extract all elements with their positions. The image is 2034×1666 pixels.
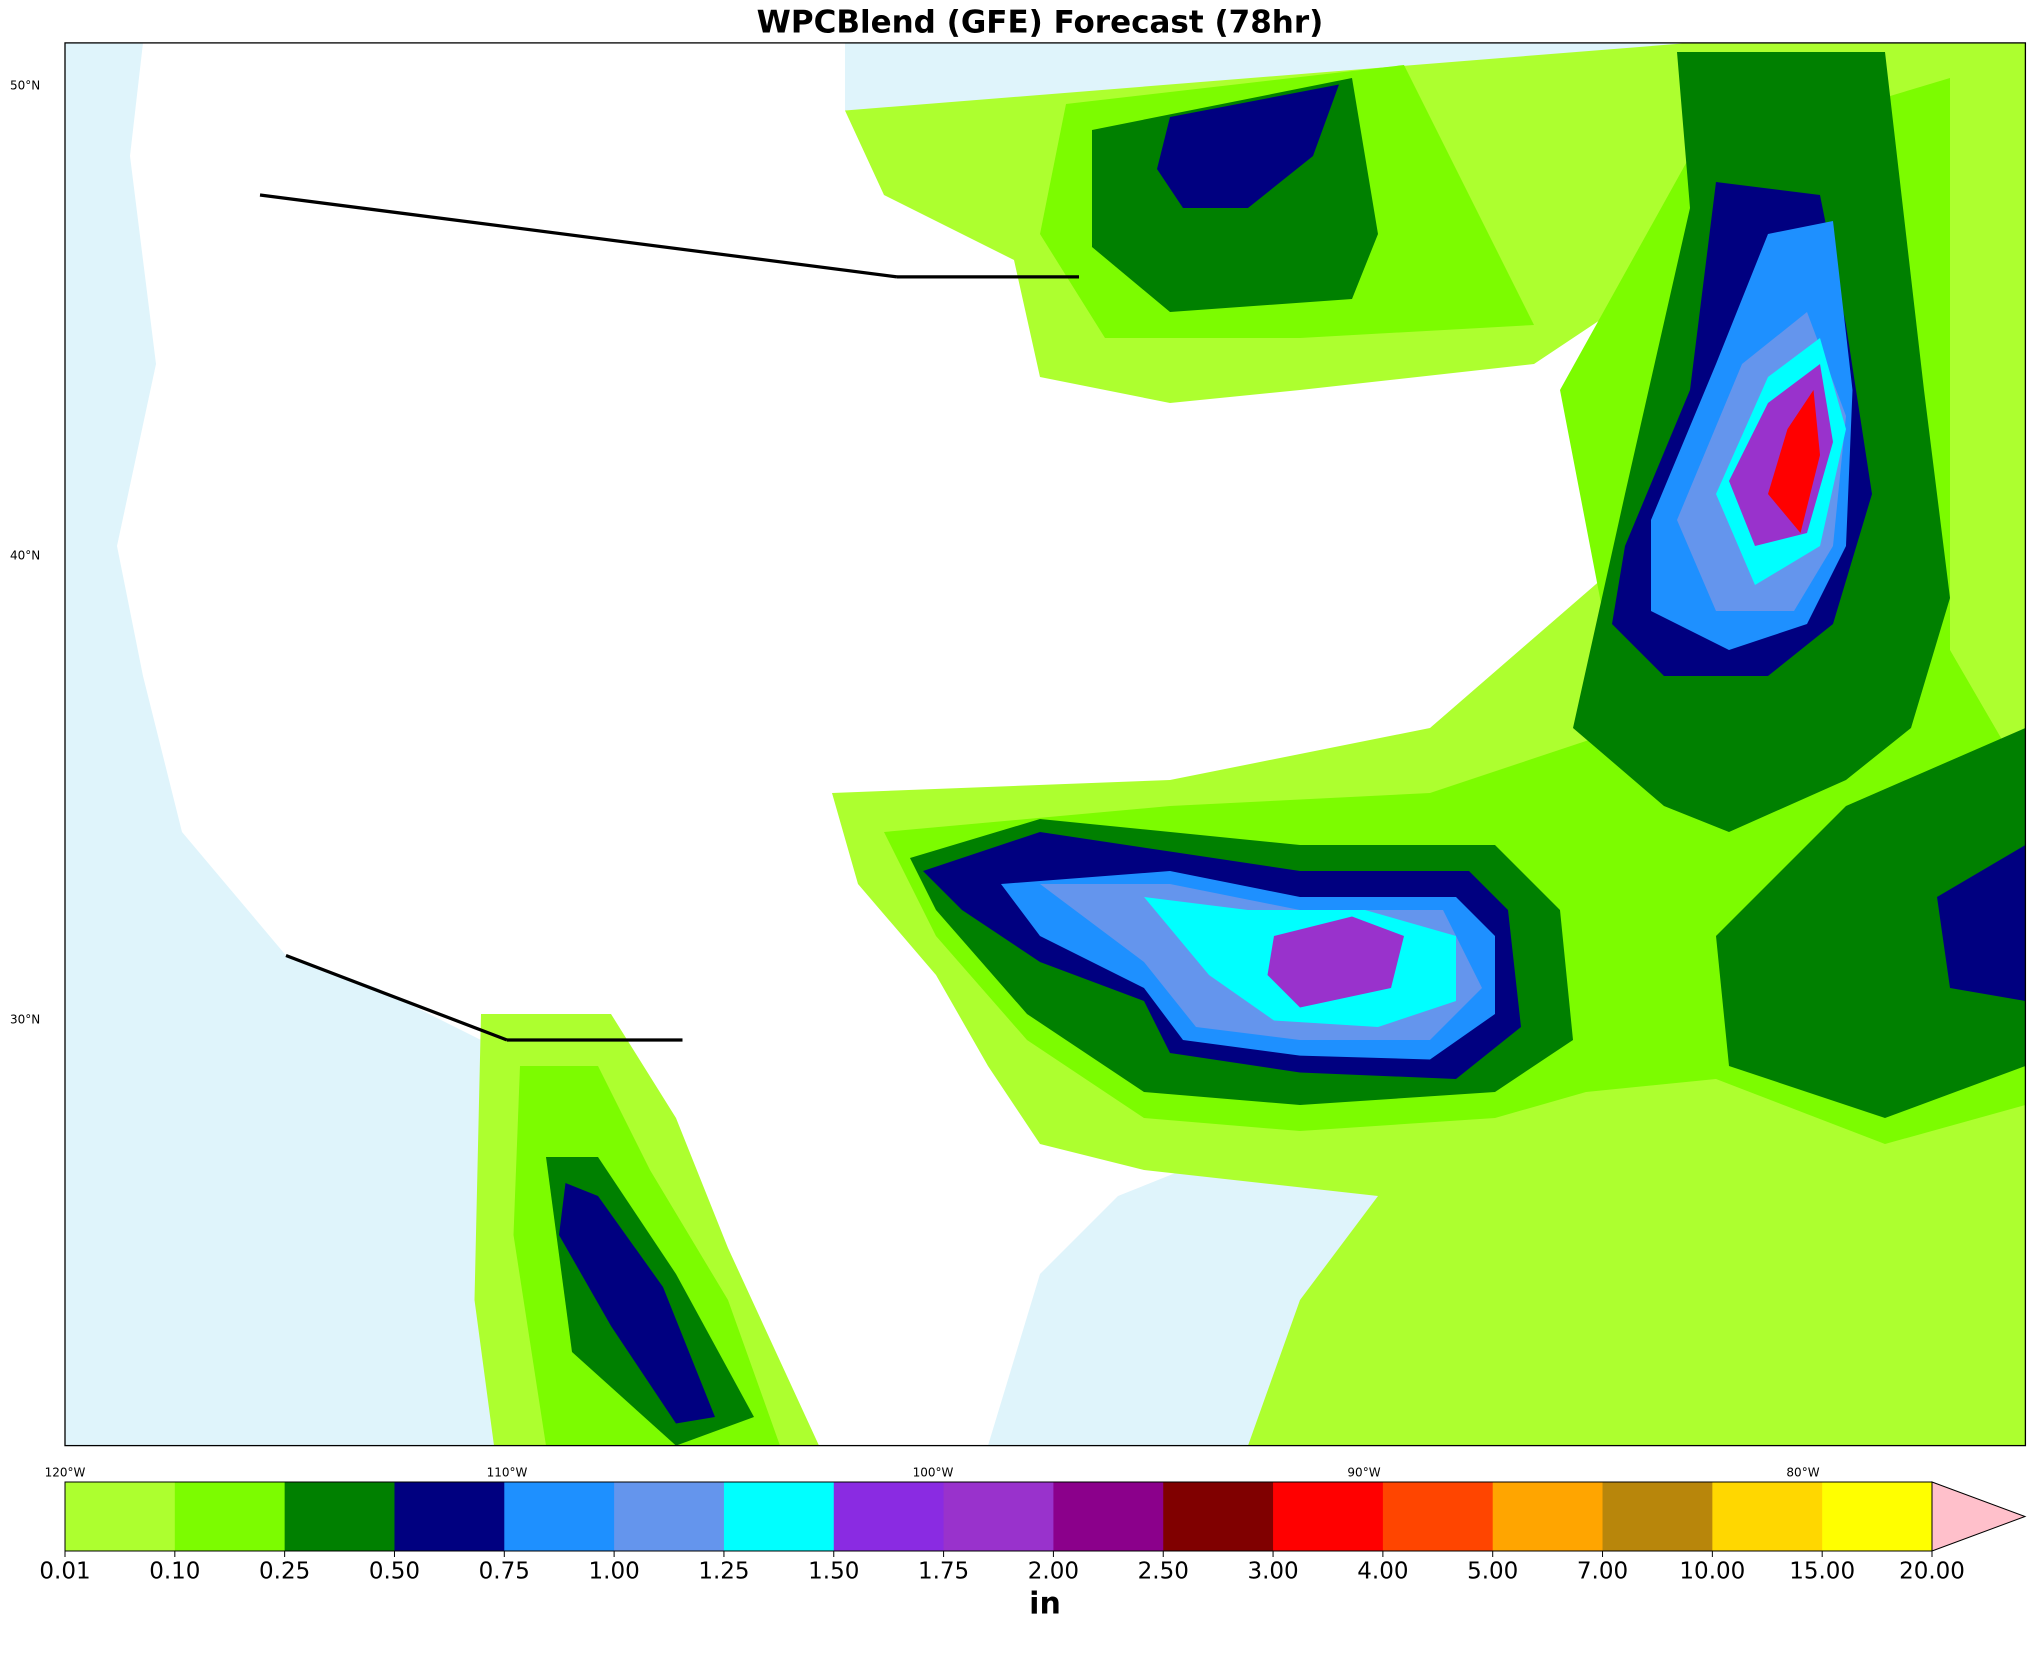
colorbar-segment (1712, 1482, 1823, 1551)
border (285, 953, 508, 1042)
colorbar-extension (1931, 1481, 2027, 1552)
colorbar-tick-label: 4.00 (1357, 1559, 1408, 1585)
colorbar-tick-label: 0.25 (259, 1559, 310, 1585)
lon-label: 100°W (913, 1466, 954, 1480)
colorbar-tick-label: 2.00 (1028, 1559, 1079, 1585)
colorbar-tick-label: 1.75 (918, 1559, 969, 1585)
colorbar-tick-label: 1.00 (589, 1559, 640, 1585)
colorbar-tick-label: 0.10 (149, 1559, 200, 1585)
colorbar-tick-label: 0.50 (369, 1559, 420, 1585)
colorbar-segment (1492, 1482, 1604, 1551)
colorbar-tick-label: 7.00 (1577, 1559, 1628, 1585)
lon-label: 80°W (1786, 1466, 1819, 1480)
colorbar-segment (833, 1482, 945, 1551)
colorbar-segment (504, 1482, 615, 1551)
border (259, 193, 898, 279)
colorbar-tick-label: 1.50 (808, 1559, 859, 1585)
lon-label: 90°W (1347, 1466, 1380, 1480)
colorbar-segment (1382, 1482, 1494, 1551)
precip-area (1936, 844, 2026, 1001)
colorbar-segment (65, 1482, 176, 1551)
colorbar-segment (1602, 1482, 1713, 1551)
lat-label: 30°N (10, 1013, 40, 1027)
colorbar-frame (64, 1481, 1933, 1552)
map-title: WPCBlend (GFE) Forecast (78hr) (757, 5, 1324, 41)
colorbar-unit: in (1029, 1587, 1061, 1622)
colorbar-tick-label: 3.00 (1247, 1559, 1298, 1585)
precip-area (559, 1183, 715, 1424)
lat-label: 40°N (10, 549, 40, 563)
colorbar-segment (1822, 1482, 1933, 1551)
ocean (65, 42, 507, 1446)
colorbar-tick-label: 0.01 (39, 1559, 90, 1585)
precip-area (1267, 916, 1404, 1008)
colorbar-segment (723, 1482, 835, 1551)
colorbar-tick-label: 0.75 (479, 1559, 530, 1585)
colorbar-tick-label: 15.00 (1789, 1559, 1855, 1585)
lon-label: 120°W (45, 1466, 86, 1480)
colorbar-segment (1053, 1482, 1164, 1551)
colorbar-segment (1273, 1482, 1384, 1551)
map-frame (64, 42, 2027, 1447)
colorbar-tick-label: 2.50 (1138, 1559, 1189, 1585)
colorbar-segment (614, 1482, 725, 1551)
precip-area (1767, 390, 1820, 533)
lat-label: 50°N (10, 79, 40, 93)
colorbar-segment (174, 1482, 286, 1551)
map (64, 42, 2027, 1447)
precip-area (1157, 84, 1339, 208)
colorbar-tick-label: 20.00 (1899, 1559, 1965, 1585)
lon-label: 110°W (487, 1466, 528, 1480)
colorbar-segment (943, 1482, 1054, 1551)
colorbar-segment (394, 1482, 505, 1551)
colorbar-segment (1163, 1482, 1274, 1551)
precip-area (1715, 728, 2026, 1118)
colorbar-tick-label: 1.25 (698, 1559, 749, 1585)
colorbar-segment (284, 1482, 395, 1551)
colorbar-tick-label: 10.00 (1679, 1559, 1745, 1585)
colorbar-tick-label: 5.00 (1467, 1559, 1518, 1585)
